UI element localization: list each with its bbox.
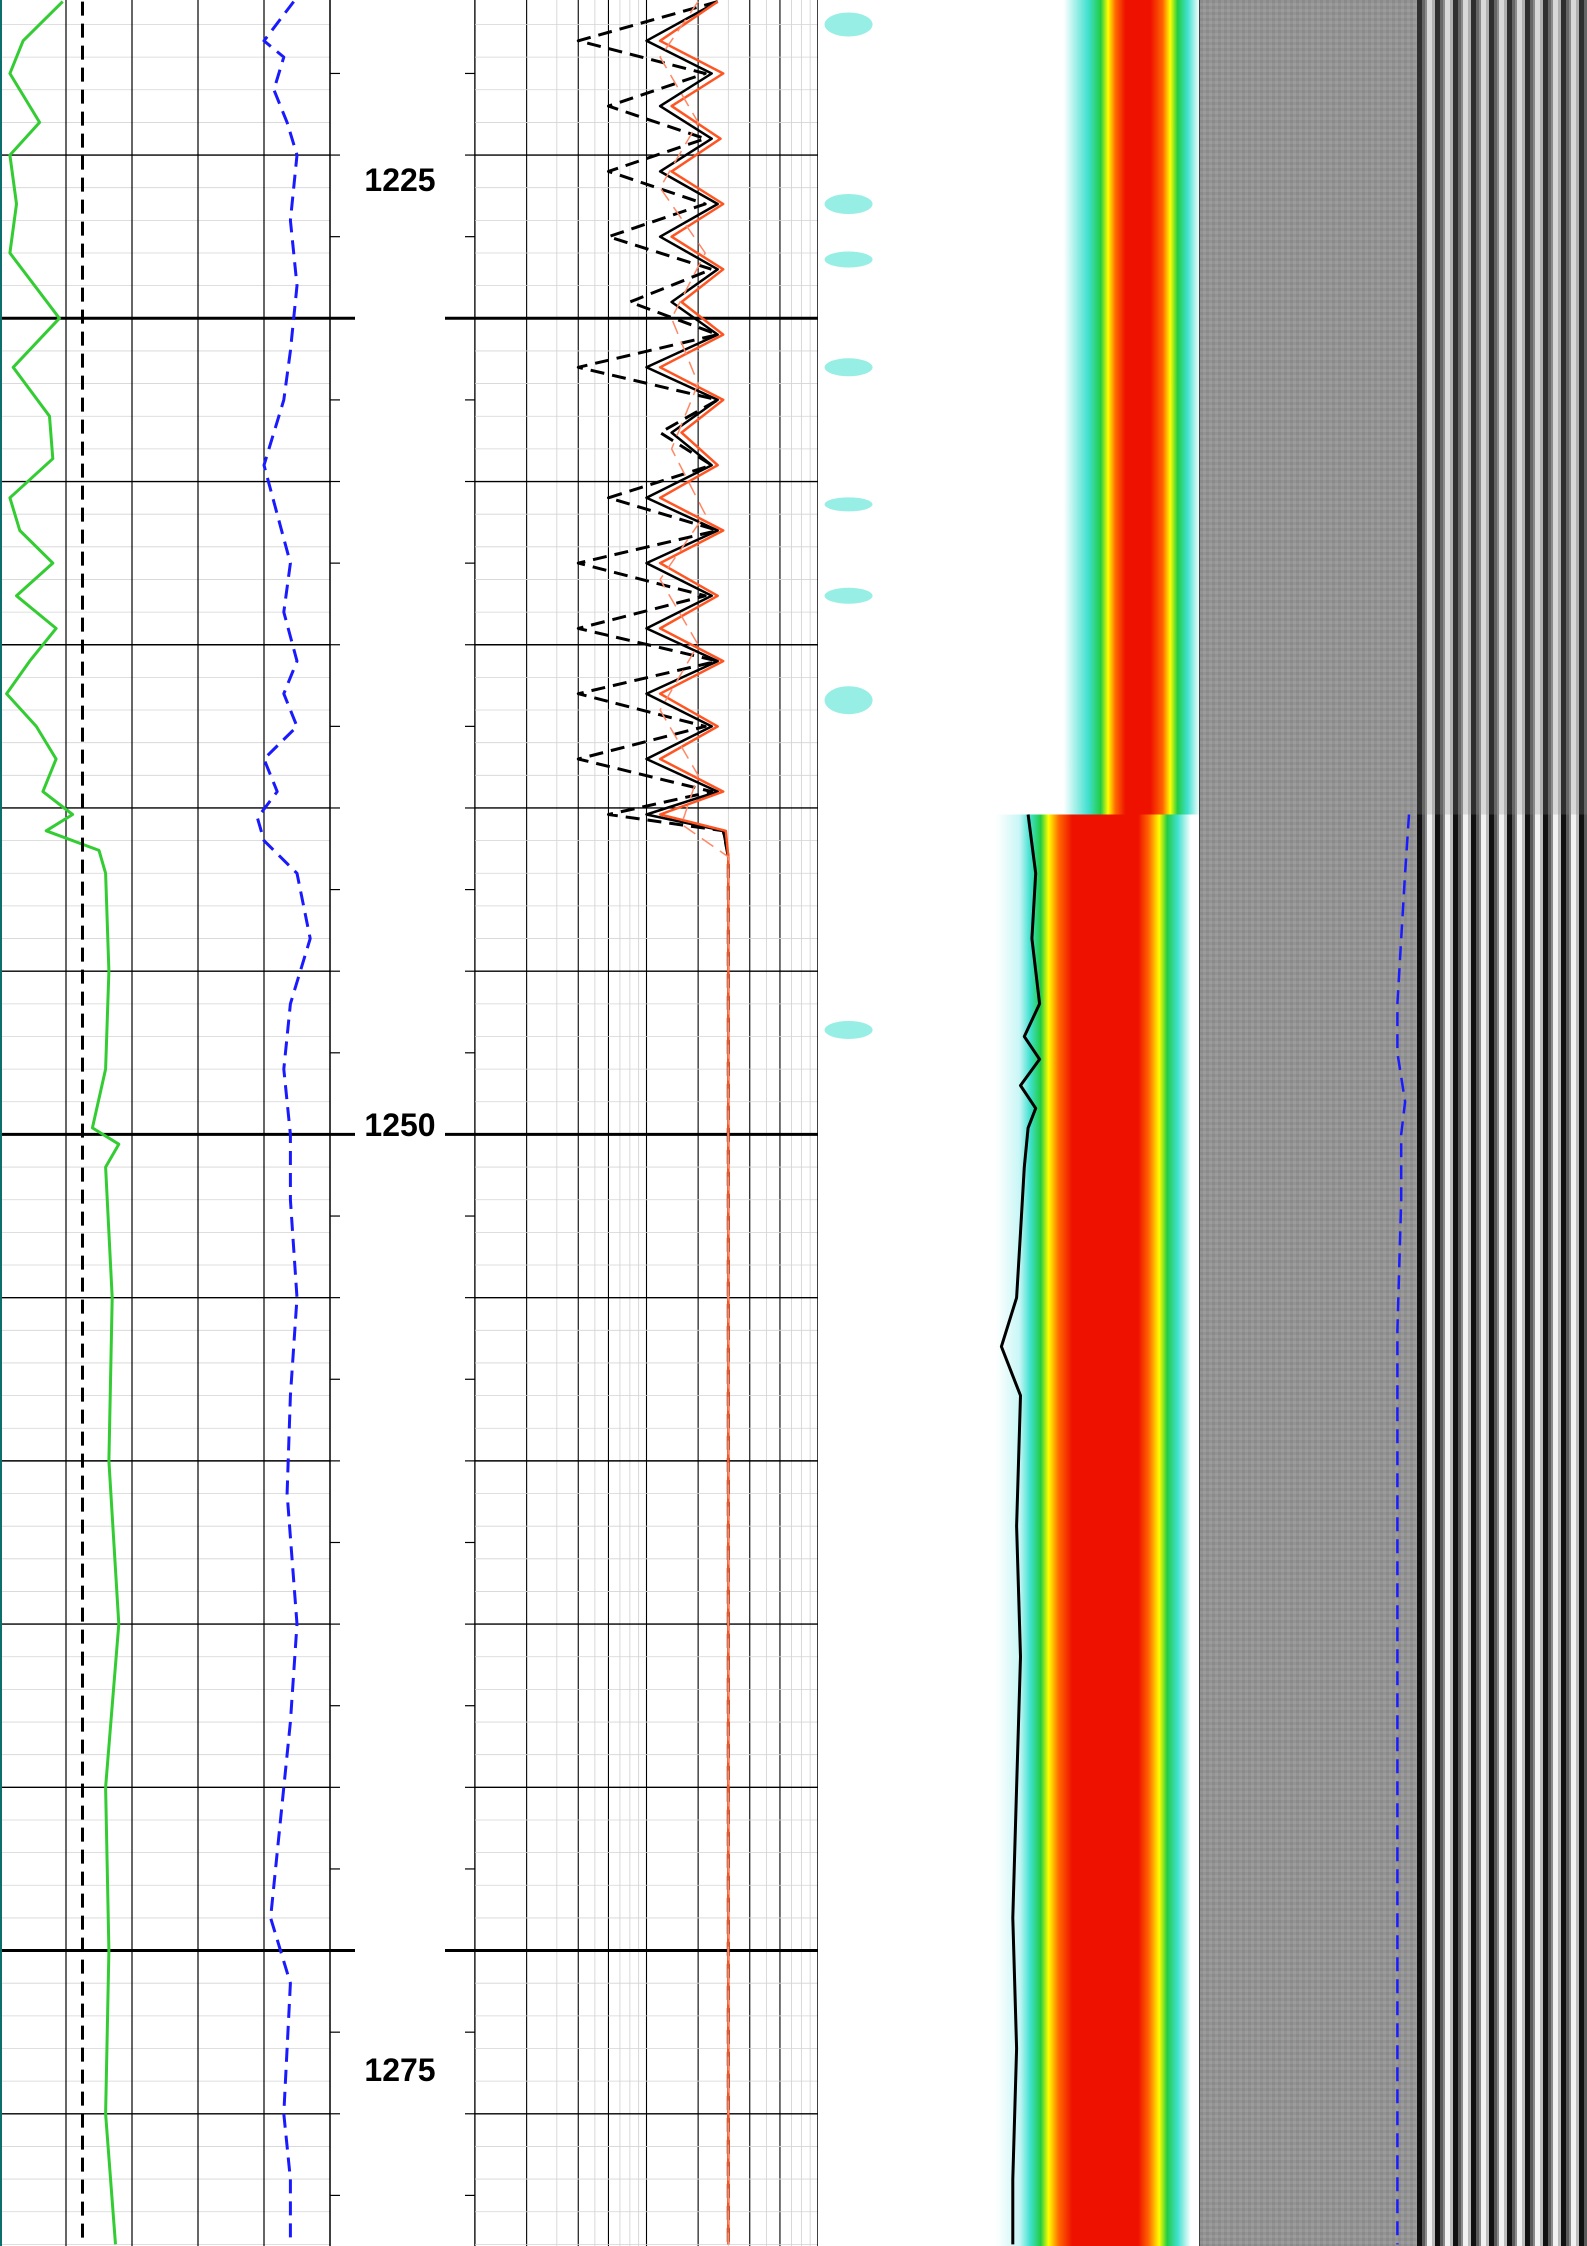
track-3-density-blob <box>824 194 873 215</box>
track-3-density-band-lower <box>932 814 1197 2246</box>
track-1-curve-3 <box>255 0 312 2245</box>
track-1 <box>0 0 330 2246</box>
track-3-density-blob <box>824 1020 873 1039</box>
track-2-curve-4 <box>659 1 730 2245</box>
track-3-density-blob <box>824 358 873 377</box>
track-3-curve-1 <box>999 814 1042 2245</box>
track-2-curve-2 <box>645 0 730 2245</box>
track-2-curve-1 <box>576 0 730 2245</box>
track-3-density-blob <box>824 587 873 604</box>
track-1-background <box>0 0 330 2246</box>
track-3-density-blob <box>824 12 873 37</box>
depth-label-1225: 1225 <box>364 162 435 198</box>
track-1-curve-1 <box>5 0 121 2245</box>
track-2-curve-3 <box>658 0 730 2245</box>
track-4-curve-1 <box>1396 814 1411 2245</box>
track-3-density-band-upper <box>951 0 1200 815</box>
track-3-density-blob <box>824 497 873 512</box>
track-3 <box>818 0 1201 2246</box>
track-4-waveform-upper-shade <box>1416 0 1587 815</box>
track-4 <box>1200 0 1587 2246</box>
track-2 <box>474 0 819 2246</box>
depth-label-1250: 1250 <box>364 1107 435 1143</box>
track-4-waveform-stripes <box>1416 0 1587 2246</box>
track-3-density-blob <box>824 251 873 268</box>
depth-track: 1225 1250 1275 <box>329 0 476 2246</box>
track-3-density-blob <box>824 686 873 715</box>
depth-label-1275: 1275 <box>364 2052 435 2088</box>
